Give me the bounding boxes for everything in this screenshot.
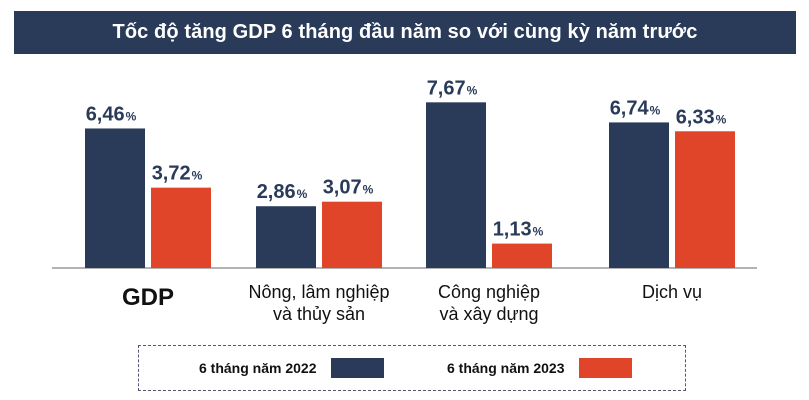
legend-label-2023: 6 tháng năm 2023 bbox=[447, 360, 565, 376]
bar-2023-2 bbox=[492, 243, 552, 268]
bar-2022-2 bbox=[426, 102, 486, 268]
value-label-2023-2: 1,13% bbox=[493, 219, 544, 241]
bar-2023-0 bbox=[151, 187, 211, 268]
value-label-2022-2: 7,67% bbox=[427, 77, 478, 99]
legend-swatch-2023 bbox=[578, 358, 632, 378]
value-label-2022-3: 6,74% bbox=[610, 97, 661, 119]
category-label-3: Dịch vụ bbox=[642, 282, 702, 302]
legend-item-2022: 6 tháng năm 2022 bbox=[199, 358, 384, 378]
category-label-1: Nông, lâm nghiệp và thủy sản bbox=[248, 282, 389, 324]
chart-title: Tốc độ tăng GDP 6 tháng đầu năm so với c… bbox=[14, 11, 796, 54]
value-label-2022-1: 2,86% bbox=[257, 181, 308, 203]
value-label-2022-0: 6,46% bbox=[86, 103, 137, 125]
value-label-2023-1: 3,07% bbox=[323, 177, 374, 199]
bar-2023-1 bbox=[322, 201, 382, 268]
legend-label-2022: 6 tháng năm 2022 bbox=[199, 360, 317, 376]
legend-item-2023: 6 tháng năm 2023 bbox=[447, 358, 632, 378]
value-label-2023-3: 6,33% bbox=[676, 106, 727, 128]
category-label-0: GDP bbox=[122, 284, 174, 311]
legend: 6 tháng năm 2022 6 tháng năm 2023 bbox=[138, 345, 686, 391]
bar-2022-1 bbox=[256, 206, 316, 268]
bar-chart: 6,46% 3,72% GDP 2,86% 3,07% Nông, lâm nghiệp v… bbox=[52, 77, 757, 324]
category-label-2: Công nghiệp và xây dựng bbox=[438, 282, 540, 324]
legend-swatch-2022 bbox=[330, 358, 384, 378]
bar-2022-0 bbox=[85, 128, 145, 268]
bar-2022-3 bbox=[609, 122, 669, 268]
value-label-2023-0: 3,72% bbox=[152, 163, 203, 185]
bar-2023-3 bbox=[675, 131, 735, 268]
